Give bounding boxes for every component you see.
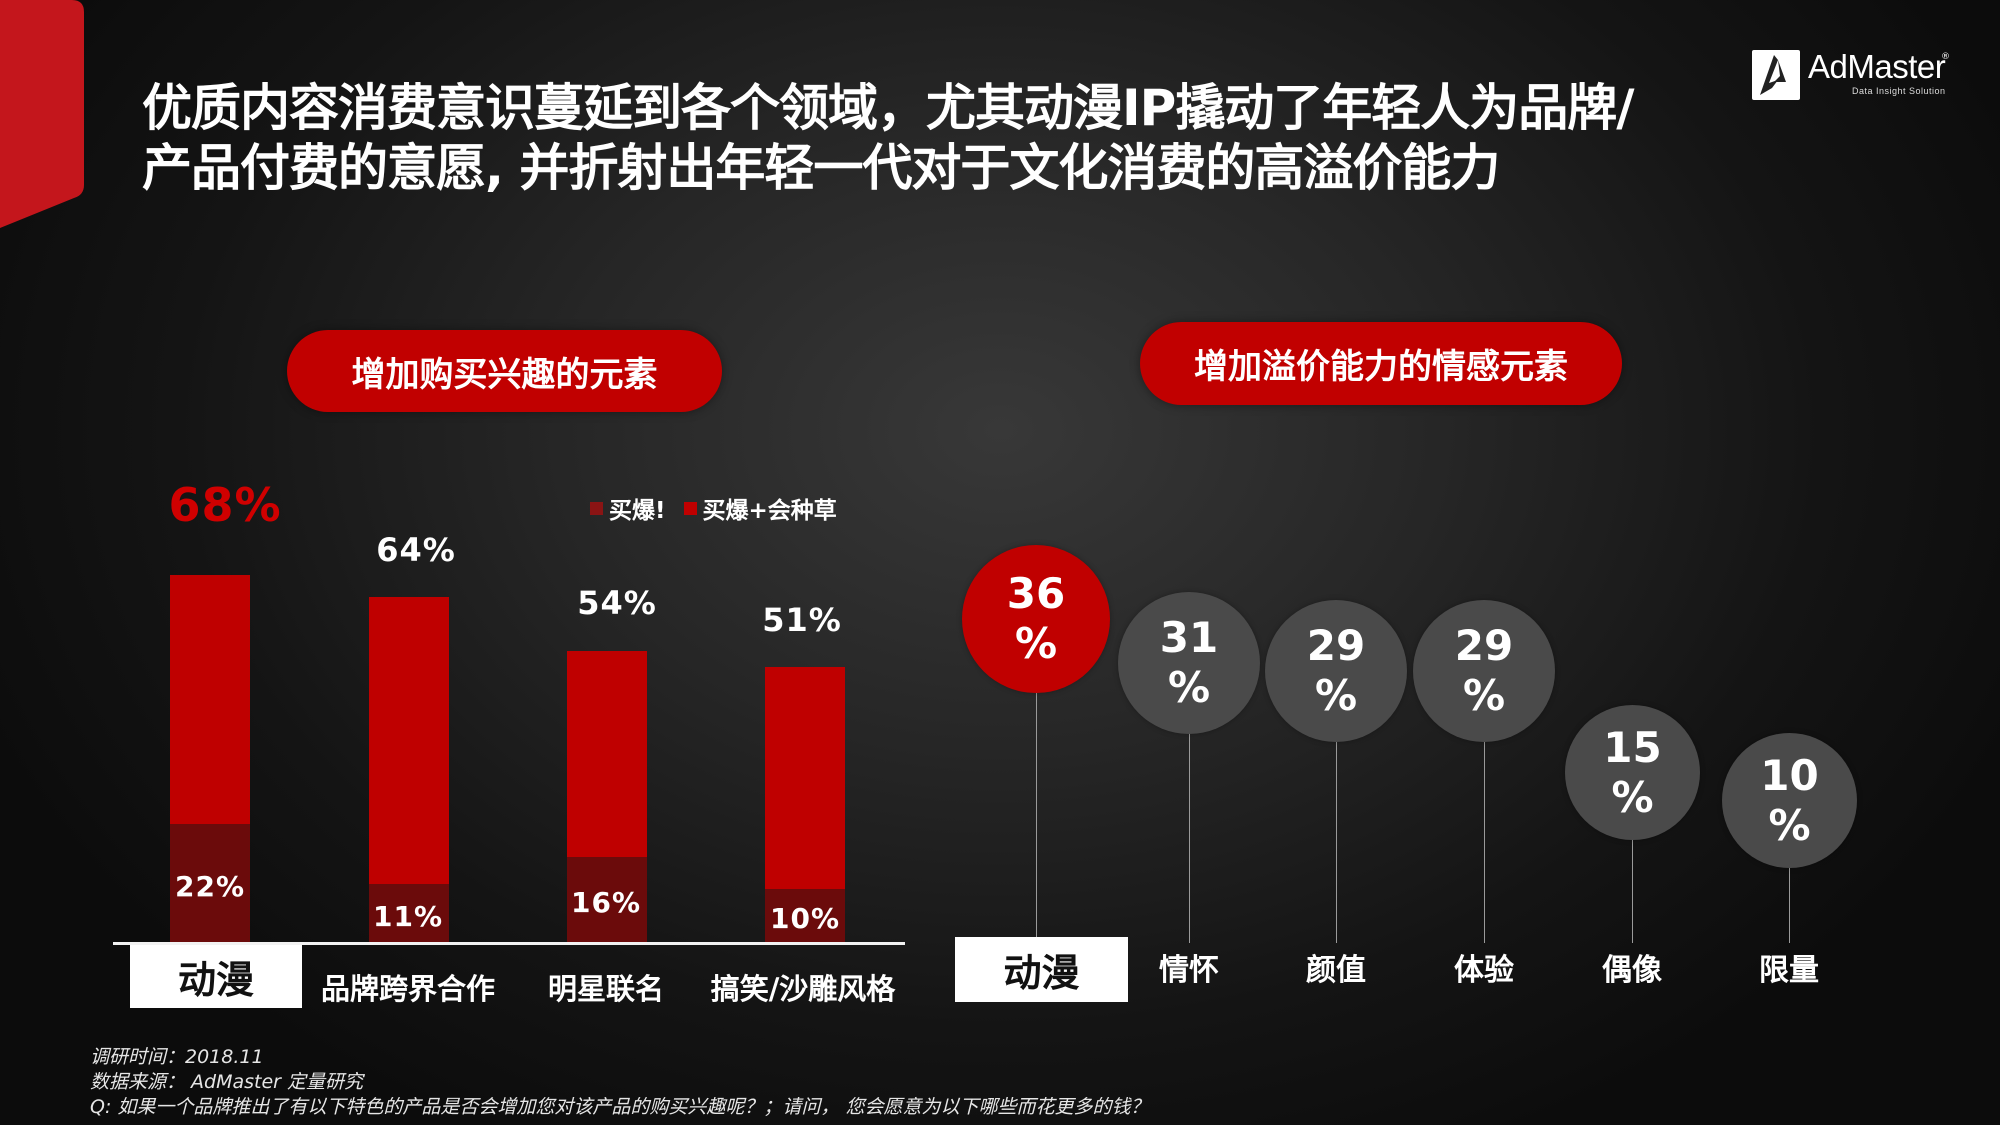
- bubble-value: 31: [1159, 613, 1219, 662]
- bar-segment-total: [765, 667, 845, 889]
- premium-emotion-heading: 增加溢价能力的情感元素: [1140, 322, 1622, 405]
- bubble-stem: [1189, 733, 1190, 943]
- legend-item-buy: 买爆!: [590, 491, 666, 525]
- bubble-limited: 10 %: [1722, 733, 1857, 868]
- slide-title-line-2: 产品付费的意愿, 并折射出年轻一代对于文化消费的高溢价能力: [142, 139, 1500, 197]
- bar-anime: [170, 575, 250, 943]
- bubble-unit: %: [1314, 671, 1358, 720]
- bubble-stem: [1632, 840, 1633, 943]
- bar-funny-style: [765, 667, 845, 943]
- bubble-value: 15: [1603, 722, 1662, 772]
- category-label: 品牌跨界合作: [320, 972, 495, 1006]
- legend-swatch-red: [683, 501, 697, 515]
- footnote: 调研时间：2018.11 数据来源： AdMaster 定量研究 Q: 如果一个…: [90, 1045, 1149, 1120]
- bar-segment-buy: [170, 824, 250, 943]
- logo-tagline: Data Insight Solution: [1852, 86, 1946, 96]
- bar-brand-crossover: [369, 597, 449, 943]
- bubble-unit: %: [1014, 619, 1058, 668]
- slide-title: 优质内容消费意识蔓延到各个领域，尤其动漫IP撬动了年轻人为品牌/ 产品付费的意愿…: [142, 78, 1702, 198]
- bubble-value: 29: [1454, 621, 1514, 670]
- bar-inner-label: 10%: [769, 902, 841, 935]
- admaster-logo-icon: [1752, 50, 1800, 100]
- bubble-experience: 29 %: [1413, 600, 1555, 742]
- x-axis-line: [113, 942, 905, 945]
- bubble-category-label: 体验: [1454, 953, 1514, 988]
- bubble-nostalgia: 31 %: [1118, 592, 1260, 734]
- bar-total-label: 51%: [762, 601, 842, 639]
- bar-segment-total: [567, 651, 647, 857]
- bubble-stem: [1484, 742, 1485, 943]
- bubble-unit: %: [1462, 671, 1506, 720]
- bubble-appearance: 29 %: [1265, 600, 1407, 742]
- bubble-category-label: 情怀: [1159, 953, 1219, 988]
- bar-segment-buy: [567, 857, 647, 943]
- bar-inner-label: 22%: [174, 870, 246, 903]
- bubble-stem: [1336, 742, 1337, 943]
- bubble-category-label: 限量: [1759, 953, 1819, 988]
- bubble-value: 29: [1306, 621, 1366, 670]
- bar-celebrity-collab: [567, 651, 647, 943]
- logo-wordmark: AdMaster: [1808, 48, 1946, 85]
- bubble-category-label: 偶像: [1602, 953, 1662, 988]
- bubble-unit: %: [1768, 800, 1811, 850]
- bar-inner-label: 16%: [570, 886, 642, 919]
- category-label: 搞笑/沙雕风格: [710, 972, 896, 1006]
- bubble-unit: %: [1611, 772, 1654, 822]
- corner-red-tab: [0, 0, 84, 228]
- bar-inner-label: 11%: [372, 900, 444, 933]
- bubble-idol: 15 %: [1565, 705, 1700, 840]
- bar-segment-total: [170, 575, 250, 824]
- footnote-data-source: 数据来源： AdMaster 定量研究: [90, 1071, 364, 1093]
- category-highlight-anime: 动漫: [130, 945, 302, 1008]
- legend-label: 买爆!: [609, 498, 666, 524]
- bar-segment-buy: [765, 889, 845, 943]
- bubble-value: 10: [1760, 750, 1819, 800]
- bubble-category-label: 颜值: [1306, 953, 1366, 988]
- category-label: 明星联名: [547, 972, 664, 1006]
- admaster-logo: AdMaster ® Data Insight Solution: [1752, 48, 1952, 102]
- bar-total-label: 64%: [376, 531, 456, 569]
- bubble-stem: [1789, 868, 1790, 943]
- bar-chart-legend: 买爆! 买爆+会种草: [590, 491, 855, 525]
- bar-segment-total: [369, 597, 449, 884]
- bubble-unit: %: [1167, 663, 1211, 712]
- bubble-stem: [1036, 693, 1037, 938]
- bubble-category-highlight-anime: 动漫: [955, 937, 1128, 1002]
- logo-registered-mark: ®: [1941, 52, 1950, 62]
- footnote-survey-time: 调研时间：2018.11: [90, 1046, 264, 1068]
- legend-item-buy-and-recommend: 买爆+会种草: [683, 491, 837, 525]
- slide-title-line-1: 优质内容消费意识蔓延到各个领域，尤其动漫IP撬动了年轻人为品牌/: [142, 79, 1635, 137]
- bubble-value: 36: [1006, 569, 1066, 618]
- footnote-question: Q: 如果一个品牌推出了有以下特色的产品是否会增加您对该产品的购买兴趣呢？；请问…: [90, 1096, 1150, 1118]
- bar-total-label: 68%: [168, 478, 282, 532]
- bubble-anime: 36 %: [962, 545, 1110, 693]
- bar-total-label: 54%: [577, 584, 657, 622]
- legend-label: 买爆+会种草: [702, 498, 837, 524]
- legend-swatch-dark-red: [590, 501, 603, 515]
- bar-segment-buy: [369, 884, 449, 943]
- purchase-interest-heading: 增加购买兴趣的元素: [287, 330, 722, 412]
